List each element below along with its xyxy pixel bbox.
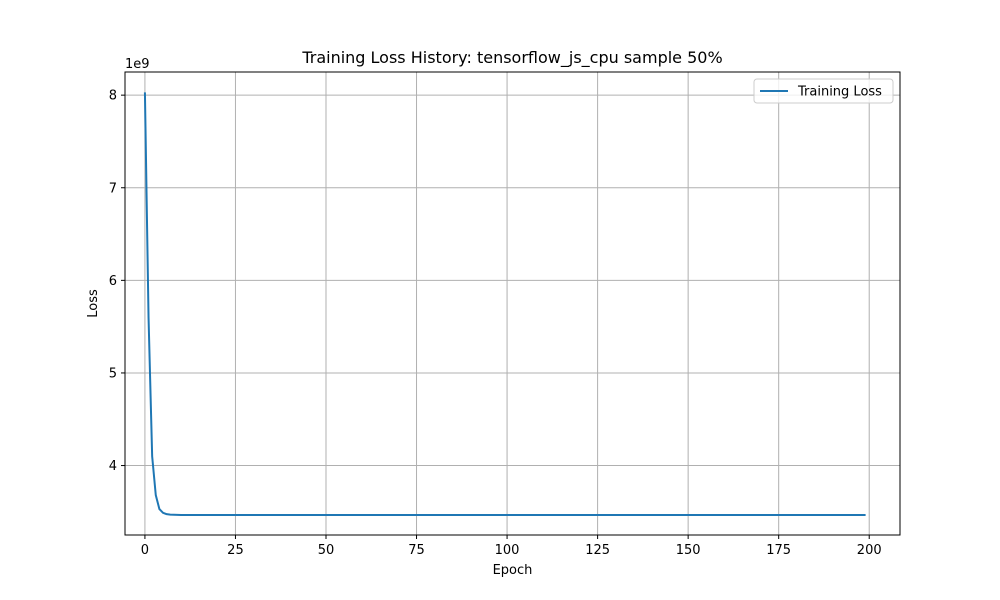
y-axis-offset-label: 1e9: [125, 57, 150, 72]
x-tick-label: 175: [766, 543, 791, 558]
series-line-training-loss: [143, 92, 866, 516]
legend-label-training-loss: Training Loss: [797, 85, 882, 100]
y-axis-label: Loss: [86, 289, 101, 318]
x-tick-label: 50: [318, 543, 335, 558]
y-tick-label: 6: [109, 274, 117, 289]
legend-box: [753, 78, 894, 104]
y-tick-label: 4: [109, 459, 117, 474]
x-tick-label: 0: [141, 543, 149, 558]
x-tick-label: 150: [676, 543, 701, 558]
legend: Training Loss: [753, 78, 894, 104]
x-tick-label: 125: [585, 543, 610, 558]
y-tick-label: 7: [109, 181, 117, 196]
y-tick-label: 5: [109, 366, 117, 381]
x-tick-label: 200: [857, 543, 882, 558]
axis-ticks: 0 25 50 75 100 125 150 175 200 4 5 6 7 8: [109, 89, 882, 558]
x-tick-label: 25: [227, 543, 244, 558]
x-tick-label: 75: [408, 543, 425, 558]
x-tick-label: 100: [495, 543, 520, 558]
y-tick-label: 8: [109, 89, 117, 104]
plot-frame: [124, 71, 901, 536]
chart-title: Training Loss History: tensorflow_js_cpu…: [301, 48, 722, 68]
grid-lines: [125, 72, 900, 535]
x-axis-label: Epoch: [493, 563, 533, 578]
series-layer: [143, 92, 866, 516]
